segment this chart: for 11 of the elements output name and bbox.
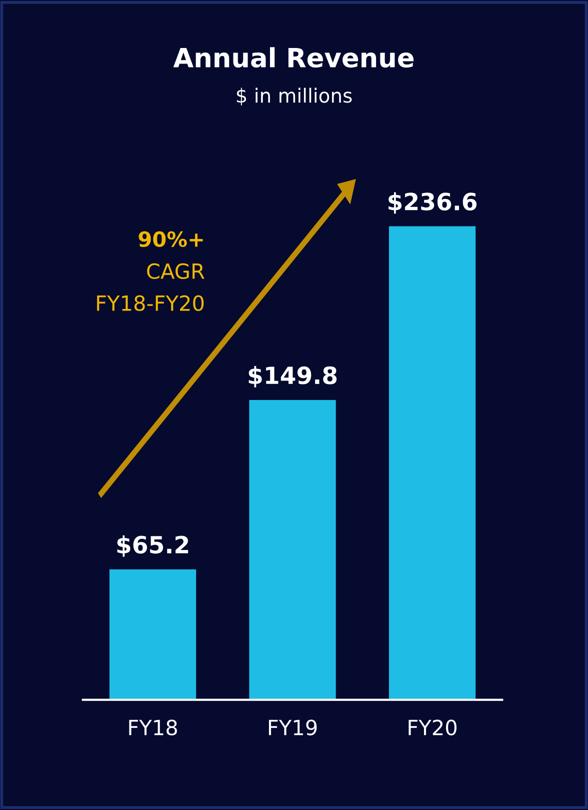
x-tick-label: FY19 <box>268 720 317 736</box>
chart-title: Annual Revenue <box>173 47 414 68</box>
annotation: 90%+ <box>138 231 203 248</box>
annotation: CAGR <box>147 263 204 280</box>
x-tick-label: FY20 <box>408 720 457 736</box>
x-tick-label: FY18 <box>129 720 177 736</box>
data-label: $236.6 <box>388 192 477 214</box>
chart-subtitle: $ in millions <box>236 88 352 106</box>
data-label: $149.8 <box>248 366 337 388</box>
annotation: FY18-FY20 <box>97 295 204 312</box>
data-label: $65.2 <box>117 535 188 557</box>
